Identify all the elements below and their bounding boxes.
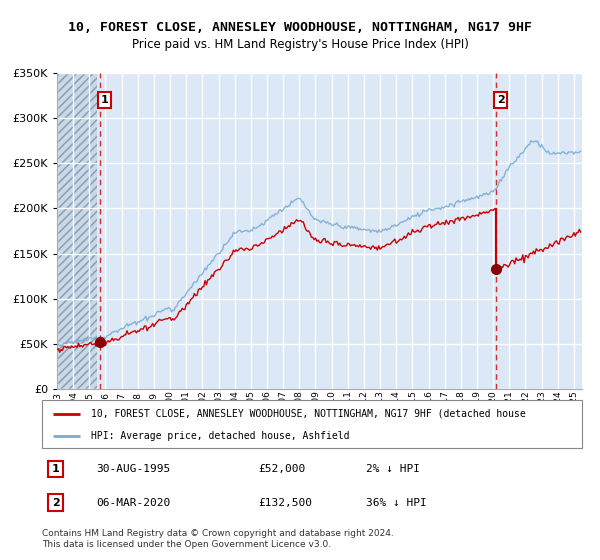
Text: £132,500: £132,500 xyxy=(258,498,312,507)
Text: 06-MAR-2020: 06-MAR-2020 xyxy=(96,498,170,507)
Text: 2: 2 xyxy=(497,95,505,105)
Text: 30-AUG-1995: 30-AUG-1995 xyxy=(96,464,170,474)
Text: 10, FOREST CLOSE, ANNESLEY WOODHOUSE, NOTTINGHAM, NG17 9HF (detached house: 10, FOREST CLOSE, ANNESLEY WOODHOUSE, NO… xyxy=(91,409,526,419)
Text: Price paid vs. HM Land Registry's House Price Index (HPI): Price paid vs. HM Land Registry's House … xyxy=(131,38,469,50)
Text: 1: 1 xyxy=(101,95,109,105)
Text: 36% ↓ HPI: 36% ↓ HPI xyxy=(366,498,427,507)
Text: 2% ↓ HPI: 2% ↓ HPI xyxy=(366,464,420,474)
Text: £52,000: £52,000 xyxy=(258,464,305,474)
FancyBboxPatch shape xyxy=(42,400,582,448)
Text: HPI: Average price, detached house, Ashfield: HPI: Average price, detached house, Ashf… xyxy=(91,431,349,441)
Text: 1: 1 xyxy=(52,464,59,474)
Text: Contains HM Land Registry data © Crown copyright and database right 2024.
This d: Contains HM Land Registry data © Crown c… xyxy=(42,529,394,549)
Bar xyxy=(57,73,97,389)
Text: 10, FOREST CLOSE, ANNESLEY WOODHOUSE, NOTTINGHAM, NG17 9HF: 10, FOREST CLOSE, ANNESLEY WOODHOUSE, NO… xyxy=(68,21,532,34)
Text: 2: 2 xyxy=(52,498,59,507)
